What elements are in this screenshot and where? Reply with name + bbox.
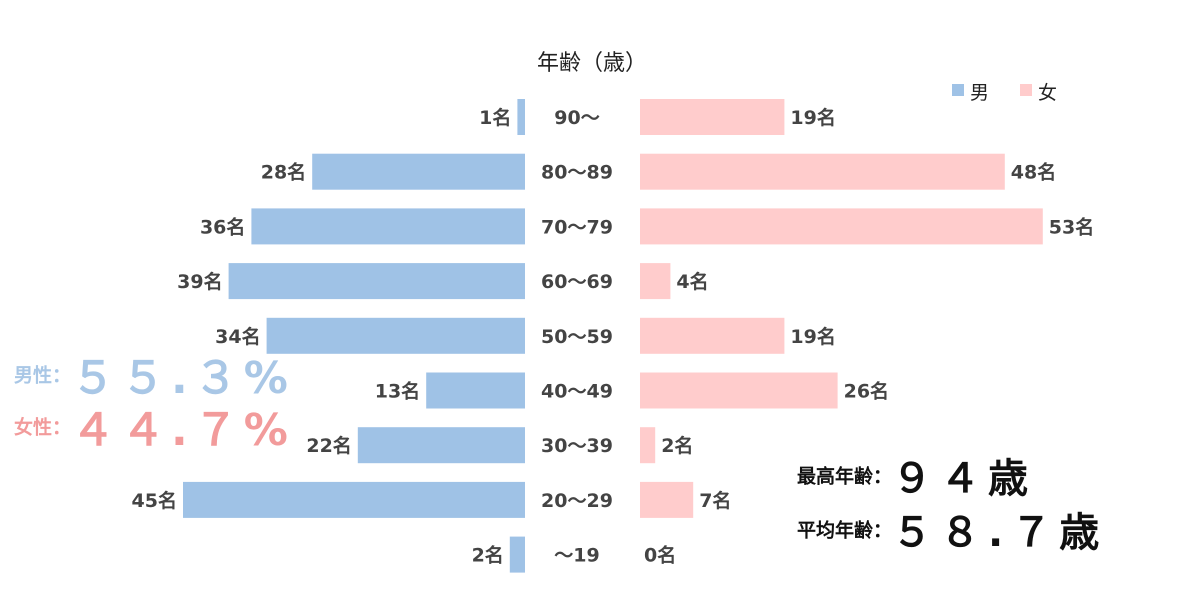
label-female-5: 26名 bbox=[844, 380, 889, 403]
bars-group: 1名 19名 90〜 28名 48名 80〜89 36名 53名 70〜79 39名 4名 60〜69… bbox=[132, 99, 1094, 573]
label-female-6: 2名 bbox=[661, 434, 693, 457]
age-category-8: 〜19 bbox=[554, 545, 599, 567]
bar-female-4 bbox=[640, 317, 785, 354]
male-ratio-label: 男性： bbox=[14, 364, 72, 387]
legend: 男 女 bbox=[952, 82, 1057, 104]
bar-male-1 bbox=[312, 153, 525, 190]
legend-label-female: 女 bbox=[1038, 82, 1057, 104]
bar-female-6 bbox=[640, 427, 656, 464]
average-age-label: 平均年齢： bbox=[797, 519, 893, 542]
age-category-2: 70〜79 bbox=[541, 216, 613, 238]
max-age-value: ９４歳 bbox=[892, 456, 1037, 502]
label-male-2: 36名 bbox=[200, 215, 245, 238]
legend-swatch-female bbox=[1020, 84, 1032, 96]
legend-swatch-male bbox=[952, 84, 964, 96]
bar-male-6 bbox=[357, 427, 525, 464]
age-category-7: 20〜29 bbox=[541, 490, 613, 512]
female-ratio-label: 女性： bbox=[14, 416, 72, 439]
bar-female-0 bbox=[640, 99, 785, 135]
age-category-5: 40〜49 bbox=[541, 381, 613, 403]
bar-male-8 bbox=[509, 536, 525, 573]
age-category-6: 30〜39 bbox=[541, 435, 613, 457]
max-age: 最高年齢：９４歳 bbox=[797, 446, 1036, 504]
bar-female-7 bbox=[640, 481, 694, 518]
bar-male-3 bbox=[228, 263, 525, 300]
label-male-0: 1名 bbox=[479, 106, 511, 129]
bar-male-7 bbox=[183, 481, 525, 518]
age-category-0: 90〜 bbox=[554, 107, 599, 129]
label-female-0: 19名 bbox=[790, 106, 835, 129]
label-female-8: 0名 bbox=[644, 544, 676, 567]
label-female-3: 4名 bbox=[676, 270, 708, 293]
label-female-4: 19名 bbox=[790, 325, 835, 348]
max-age-label: 最高年齢： bbox=[797, 465, 893, 488]
label-male-3: 39名 bbox=[177, 270, 222, 293]
male-ratio: 男性：５５.３% bbox=[14, 342, 294, 406]
average-age-value: ５８.７歳 bbox=[892, 510, 1108, 556]
chart-title: 年齢（歳） bbox=[537, 51, 647, 76]
label-male-1: 28名 bbox=[261, 161, 306, 184]
average-age: 平均年齢：５８.７歳 bbox=[797, 500, 1107, 558]
label-male-5: 13名 bbox=[375, 380, 420, 403]
label-male-4: 34名 bbox=[215, 325, 260, 348]
female-ratio: 女性：４４.７% bbox=[14, 394, 294, 458]
bar-female-5 bbox=[640, 372, 838, 409]
bar-female-2 bbox=[640, 208, 1043, 245]
age-category-4: 50〜59 bbox=[541, 326, 613, 348]
label-female-2: 53名 bbox=[1049, 215, 1094, 238]
bar-male-4 bbox=[266, 317, 525, 354]
age-category-3: 60〜69 bbox=[541, 271, 613, 293]
legend-label-male: 男 bbox=[970, 82, 989, 104]
bar-female-1 bbox=[640, 153, 1005, 190]
female-ratio-value: ４４.７% bbox=[71, 405, 294, 456]
bar-female-3 bbox=[640, 263, 671, 300]
label-male-8: 2名 bbox=[472, 544, 504, 567]
label-male-6: 22名 bbox=[306, 434, 351, 457]
male-ratio-value: ５５.３% bbox=[71, 353, 294, 404]
label-female-7: 7名 bbox=[699, 489, 731, 512]
age-category-1: 80〜89 bbox=[541, 162, 613, 184]
label-female-1: 48名 bbox=[1011, 161, 1056, 184]
bar-male-5 bbox=[426, 372, 525, 409]
label-male-7: 45名 bbox=[132, 489, 177, 512]
bar-male-2 bbox=[251, 208, 525, 245]
bar-male-0 bbox=[517, 99, 525, 135]
